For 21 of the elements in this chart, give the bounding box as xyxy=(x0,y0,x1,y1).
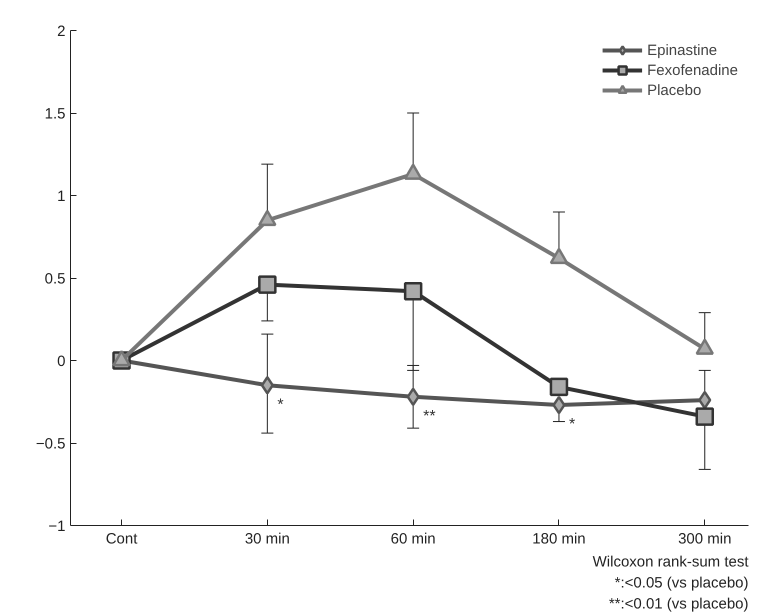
y-tick-label: −1 xyxy=(48,518,66,535)
legend-label: Placebo xyxy=(647,82,702,98)
x-tick-label: 180 min xyxy=(532,530,586,548)
x-tick-label: 300 min xyxy=(678,530,732,548)
text: **:<0.01 (vs placebo) xyxy=(608,596,749,612)
x-tick-label: 30 min xyxy=(244,530,290,548)
y-tick-label: 0 xyxy=(57,353,66,370)
y-tick-label: 2 xyxy=(57,23,66,40)
legend-label: Fexofenadine xyxy=(647,62,738,78)
annotation: * xyxy=(568,416,576,434)
y-tick-label: −0.5 xyxy=(36,436,66,452)
x-tick-label: 60 min xyxy=(390,530,436,548)
text: Wilcoxon rank-sum test xyxy=(592,554,750,570)
y-tick-label: 0.5 xyxy=(44,270,66,288)
y-tick-label: 1 xyxy=(57,188,66,205)
legend-label: Epinastine xyxy=(647,42,718,58)
x-tick-label: Cont xyxy=(106,530,138,548)
text: *:<0.05 (vs placebo) xyxy=(614,574,749,592)
annotation: * xyxy=(277,396,284,414)
annotation: ** xyxy=(423,408,436,425)
y-tick-label: 1.5 xyxy=(44,106,66,122)
